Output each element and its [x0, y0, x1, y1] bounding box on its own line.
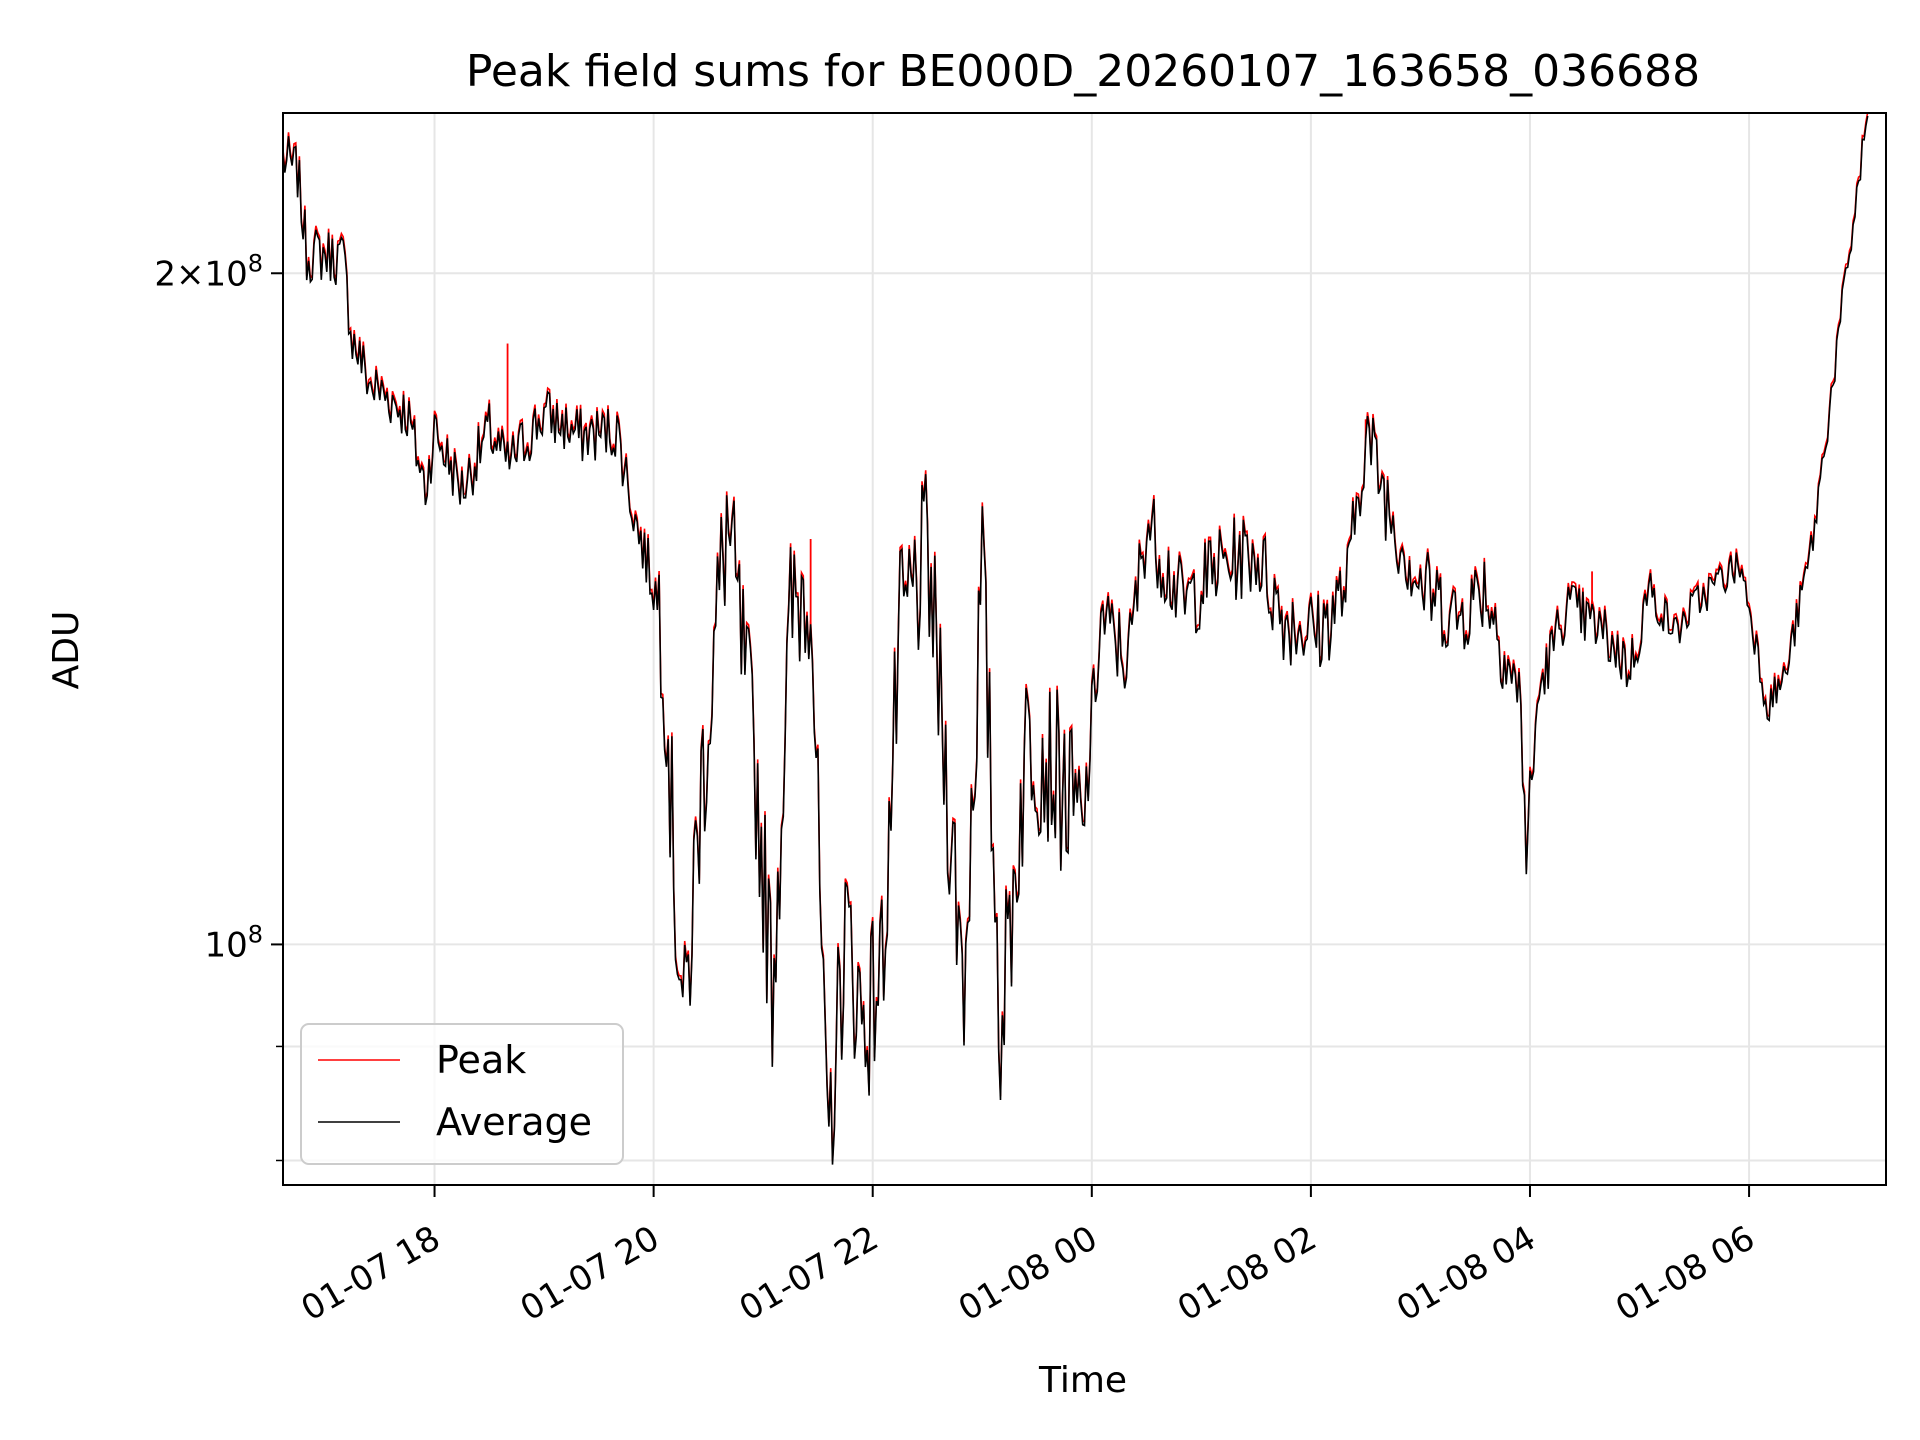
y-tick-label: 2×108 [154, 249, 263, 294]
series-layer [282, 111, 1869, 1165]
legend-label-average: Average [436, 1100, 592, 1144]
y-tick-label: 108 [204, 920, 263, 965]
legend: Peak Average [300, 1023, 624, 1165]
y-axis: 108 2×108 [154, 249, 283, 1162]
plot-frame [282, 112, 1887, 1186]
legend-box [300, 1023, 624, 1165]
series-line-average [282, 115, 1869, 1165]
x-axis-label: Time [1038, 1360, 1127, 1401]
y-axis-label: ADU [46, 611, 87, 690]
legend-label-peak: Peak [436, 1038, 526, 1082]
chart-title: Peak field sums for BE000D_20260107_1636… [466, 46, 1700, 97]
